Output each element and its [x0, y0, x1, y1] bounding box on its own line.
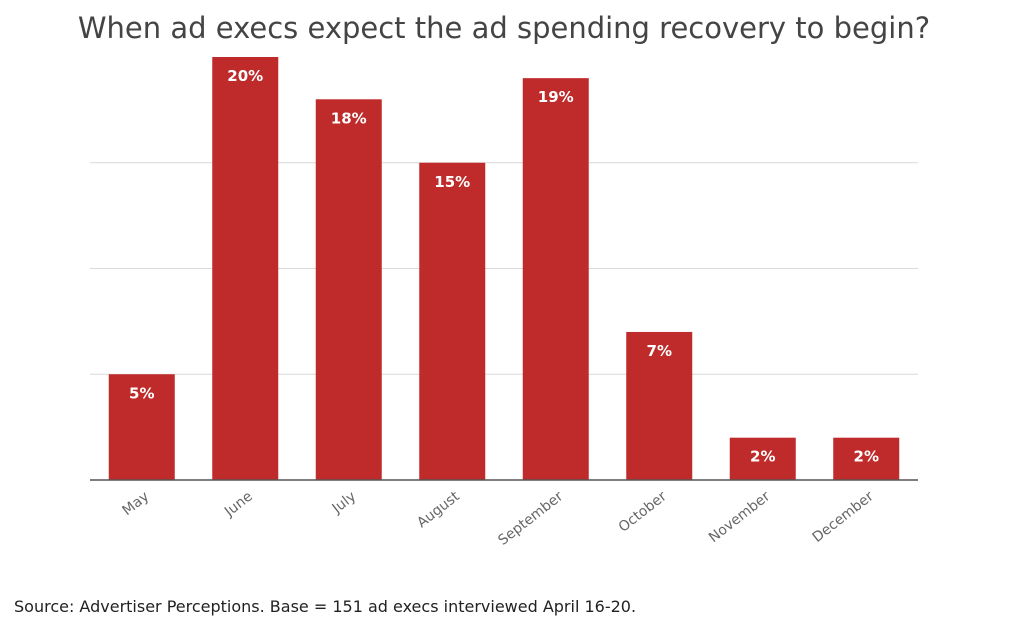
bar-data-label: 18% — [331, 109, 367, 127]
x-tick-label: May — [120, 489, 153, 519]
x-tick-label: August — [414, 488, 463, 531]
x-tick-label: September — [495, 488, 566, 548]
bar-data-label: 2% — [854, 448, 879, 466]
bar — [522, 78, 589, 481]
x-tick-label: June — [221, 489, 256, 521]
bar — [626, 331, 693, 480]
bar — [729, 437, 796, 480]
bar — [108, 374, 175, 480]
chart-title: When ad execs expect the ad spending rec… — [78, 11, 930, 45]
x-tick-label: October — [616, 488, 670, 535]
bars — [108, 57, 900, 481]
source-note: Source: Advertiser Perceptions. Base = 1… — [14, 597, 636, 616]
bar-data-label: 7% — [647, 342, 672, 360]
x-axis-tick-labels: May June July August September October Novembe… — [120, 488, 877, 549]
x-tick-label: December — [810, 488, 877, 545]
bar-data-label: 20% — [227, 67, 263, 85]
bar-data-label: 5% — [129, 384, 154, 402]
bar-data-labels: 5% 20% 18% 15% 19% 7% 2% 2% — [129, 67, 879, 466]
bar — [419, 162, 486, 480]
x-tick-label: November — [706, 488, 773, 546]
bar-data-label: 2% — [750, 448, 775, 466]
bar — [315, 99, 382, 481]
bar — [833, 437, 900, 480]
bar — [212, 57, 279, 480]
x-tick-label: July — [329, 489, 359, 518]
bar-data-label: 15% — [434, 173, 470, 191]
bar-data-label: 19% — [538, 88, 574, 106]
